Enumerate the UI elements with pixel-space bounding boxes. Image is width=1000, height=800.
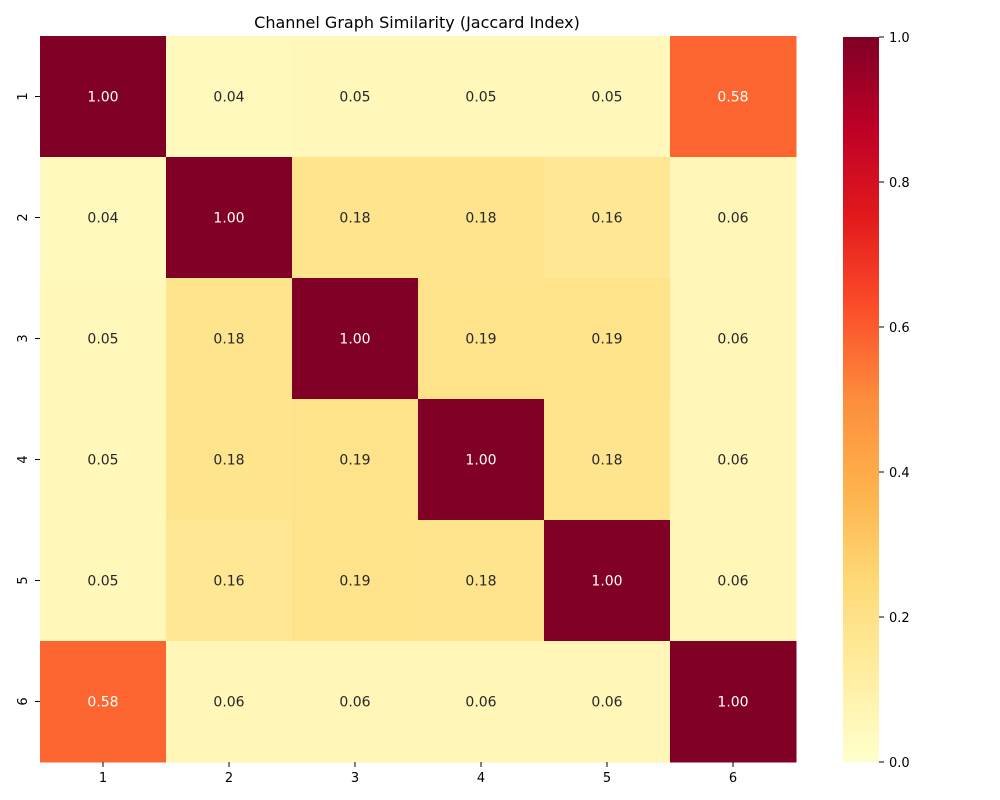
heatmap-cell [670,157,797,279]
heatmap-cell [670,399,797,521]
cell-value-label: 0.58 [717,90,748,106]
cell-value-label: 0.19 [339,574,370,590]
cell-value-label: 1.00 [591,574,622,590]
heatmap-cell [670,641,797,763]
cell-value-label: 0.05 [87,574,118,590]
cell-value-label: 0.18 [213,332,244,348]
x-axis: 1 2 3 4 5 6 [99,762,737,786]
heatmap-cell [166,399,293,521]
cell-value-label: 0.05 [87,332,118,348]
x-tick-label: 4 [477,771,485,786]
heatmap-cell [40,399,167,521]
cell-value-label: 0.05 [465,90,496,106]
cell-value-label: 0.06 [465,695,496,711]
x-tick-label: 6 [729,771,737,786]
heatmap-cell [670,278,797,400]
cell-value-label: 0.58 [87,695,118,711]
cell-value-label: 0.19 [339,453,370,469]
heatmap-cell [40,278,167,400]
colorbar-gradient [843,37,879,762]
heatmap-cell [418,520,545,642]
colorbar-tick-label: 0.2 [889,611,910,626]
x-tick-label: 5 [603,771,611,786]
heatmap-cells: 1.00 0.04 0.05 0.05 0.05 0.58 0.04 1.00 0.18 0.18… [40,36,797,763]
cell-value-label: 0.05 [591,90,622,106]
cell-value-label: 0.05 [339,90,370,106]
y-tick-label: 3 [16,334,31,342]
y-tick-label: 1 [16,92,31,100]
heatmap-cell [418,36,545,158]
heatmap-cell [292,36,419,158]
heatmap-cell [670,36,797,158]
heatmap-cell [40,520,167,642]
cell-value-label: 0.18 [591,453,622,469]
heatmap-cell [166,278,293,400]
cell-value-label: 0.18 [339,211,370,227]
cell-value-label: 0.19 [465,332,496,348]
heatmap-cell [166,157,293,279]
cell-value-label: 0.18 [465,574,496,590]
cell-value-label: 0.06 [717,211,748,227]
heatmap-cell [166,36,293,158]
x-tick-label: 1 [99,771,107,786]
cell-value-label: 0.06 [717,574,748,590]
y-axis: 1 2 3 4 5 6 [16,92,40,706]
cell-value-label: 0.06 [213,695,244,711]
cell-value-label: 1.00 [465,453,496,469]
colorbar-tick-label: 0.6 [889,321,910,336]
colorbar: 0.0 0.2 0.4 0.6 0.8 1.0 [843,31,910,771]
cell-value-label: 0.18 [465,211,496,227]
y-tick-label: 6 [16,697,31,705]
y-tick-label: 5 [16,576,31,584]
cell-value-label: 0.06 [717,453,748,469]
cell-value-label: 1.00 [717,695,748,711]
cell-value-label: 0.16 [213,574,244,590]
heatmap-cell [418,157,545,279]
heatmap-cell [418,641,545,763]
heatmap-cell [40,641,167,763]
heatmap-cell [418,399,545,521]
heatmap-cell [544,278,671,400]
heatmap-cell [166,520,293,642]
colorbar-tick-label: 1.0 [889,31,910,46]
heatmap-cell [544,520,671,642]
cell-value-label: 0.06 [717,332,748,348]
heatmap-cell [544,36,671,158]
cell-value-label: 1.00 [339,332,370,348]
heatmap-cell [40,36,167,158]
heatmap-cell [292,641,419,763]
heatmap-cell [40,157,167,279]
heatmap-cell [292,157,419,279]
colorbar-tick-label: 0.4 [889,466,910,481]
heatmap-cell [292,520,419,642]
cell-value-label: 0.19 [591,332,622,348]
heatmap-cell [166,641,293,763]
x-tick-label: 2 [225,771,233,786]
cell-value-label: 1.00 [213,211,244,227]
colorbar-tick-label: 0.0 [889,756,910,771]
heatmap-cell [670,520,797,642]
cell-value-label: 0.04 [213,90,244,106]
heatmap-cell [292,399,419,521]
x-tick-label: 3 [351,771,359,786]
colorbar-tick-label: 0.8 [889,176,910,191]
cell-value-label: 0.18 [213,453,244,469]
chart-title: Channel Graph Similarity (Jaccard Index) [254,13,580,32]
cell-value-label: 1.00 [87,90,118,106]
cell-value-label: 0.06 [591,695,622,711]
heatmap-cell [292,278,419,400]
y-tick-label: 2 [16,213,31,221]
heatmap-cell [544,641,671,763]
cell-value-label: 0.05 [87,453,118,469]
cell-value-label: 0.16 [591,211,622,227]
cell-value-label: 0.04 [87,211,118,227]
y-tick-label: 4 [16,455,31,463]
cell-value-label: 0.06 [339,695,370,711]
heatmap-cell [544,157,671,279]
heatmap-cell [418,278,545,400]
heatmap-cell [544,399,671,521]
